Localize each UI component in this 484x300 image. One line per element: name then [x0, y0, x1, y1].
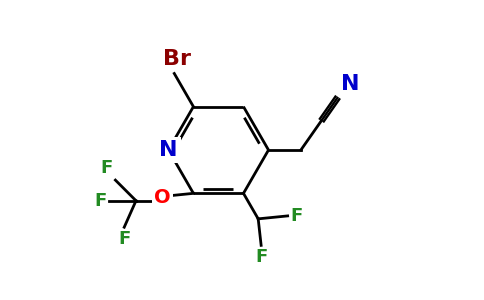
Text: F: F [290, 207, 303, 225]
Text: F: F [118, 230, 130, 248]
Text: F: F [255, 248, 267, 266]
Text: Br: Br [163, 49, 191, 69]
Text: F: F [94, 192, 106, 210]
Text: F: F [100, 159, 112, 177]
Text: N: N [159, 140, 178, 160]
Text: O: O [154, 188, 171, 207]
Text: N: N [341, 74, 360, 94]
